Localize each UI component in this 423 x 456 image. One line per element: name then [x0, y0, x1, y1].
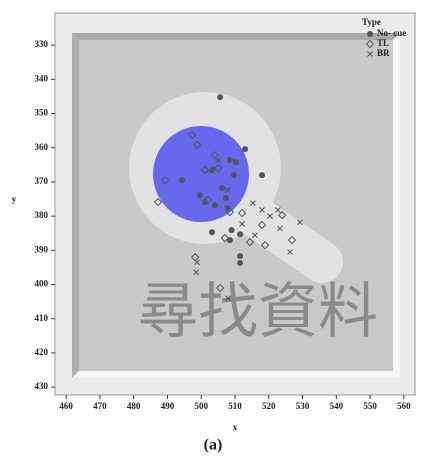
x-tick-label: 520	[262, 401, 276, 411]
point	[217, 94, 223, 100]
y-tick-label: 360	[35, 142, 49, 152]
point	[219, 185, 225, 191]
legend-label: No- cue	[377, 28, 406, 38]
x-tick-label: 500	[194, 401, 208, 411]
point	[237, 260, 243, 266]
legend-marker	[367, 31, 373, 37]
caption: (a)	[204, 437, 223, 454]
y-axis-label: y	[12, 194, 17, 204]
y-tick-label: 330	[35, 39, 49, 49]
x-tick-label: 560	[397, 401, 411, 411]
chart: 尋找資料 x y (a) Type 460 470 480 490 500 510 520 5…	[0, 0, 423, 456]
background-text: 尋找資料	[138, 279, 378, 345]
point	[237, 231, 243, 237]
point	[259, 172, 265, 178]
y-tick-label: 350	[35, 108, 49, 118]
legend-label: BR	[377, 48, 390, 58]
y-tick-label: 430	[35, 381, 49, 391]
point	[212, 202, 218, 208]
point	[229, 227, 235, 233]
point	[227, 157, 233, 163]
y-tick-label: 420	[35, 347, 49, 357]
point	[237, 253, 243, 259]
point	[209, 167, 215, 173]
x-tick-label: 540	[330, 401, 344, 411]
x-tick-label: 460	[59, 401, 73, 411]
y-tick-label: 380	[35, 210, 49, 220]
point	[197, 192, 203, 198]
x-axis-label: x	[233, 422, 238, 432]
x-tick-label: 480	[127, 401, 141, 411]
y-tick-label: 410	[35, 313, 49, 323]
point	[233, 159, 239, 165]
legend-title: Type	[362, 17, 381, 27]
legend-label: TL	[377, 38, 389, 48]
x-tick-label: 550	[363, 401, 377, 411]
point	[231, 172, 237, 178]
point	[209, 229, 215, 235]
y-tick-label: 390	[35, 244, 49, 254]
y-tick-label: 400	[35, 279, 49, 289]
point	[179, 177, 185, 183]
x-tick-label: 470	[93, 401, 107, 411]
point	[242, 146, 248, 152]
x-tick-label: 510	[228, 401, 242, 411]
y-tick-label: 340	[35, 73, 49, 83]
x-tick-label: 530	[296, 401, 310, 411]
y-tick-label: 370	[35, 176, 49, 186]
point	[223, 195, 229, 201]
x-tick-label: 490	[161, 401, 175, 411]
